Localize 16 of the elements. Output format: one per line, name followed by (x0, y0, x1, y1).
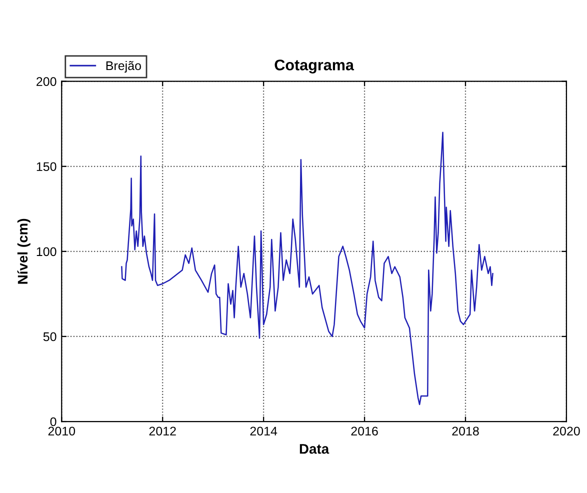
x-tick-label: 2016 (351, 426, 378, 436)
y-tick-label: 200 (36, 77, 56, 86)
chart-title: Cotagrama (274, 60, 354, 74)
y-tick-label: 50 (43, 332, 56, 342)
line-series (121, 132, 494, 406)
x-tick-label: 2012 (149, 426, 176, 436)
y-tick-label: 0 (50, 417, 56, 426)
x-tick-label: 2014 (250, 426, 278, 436)
y-tick-label: 150 (36, 162, 56, 172)
x-axis-title: Data (300, 444, 330, 454)
legend-label: Brejão (106, 60, 141, 73)
y-axis-title: Nível (cm) (17, 218, 30, 284)
y-tick-label: 100 (36, 247, 56, 256)
x-tick-label: 2010 (48, 426, 76, 436)
x-tick-label: 2020 (553, 426, 580, 436)
x-tick-label: 2018 (452, 426, 479, 436)
